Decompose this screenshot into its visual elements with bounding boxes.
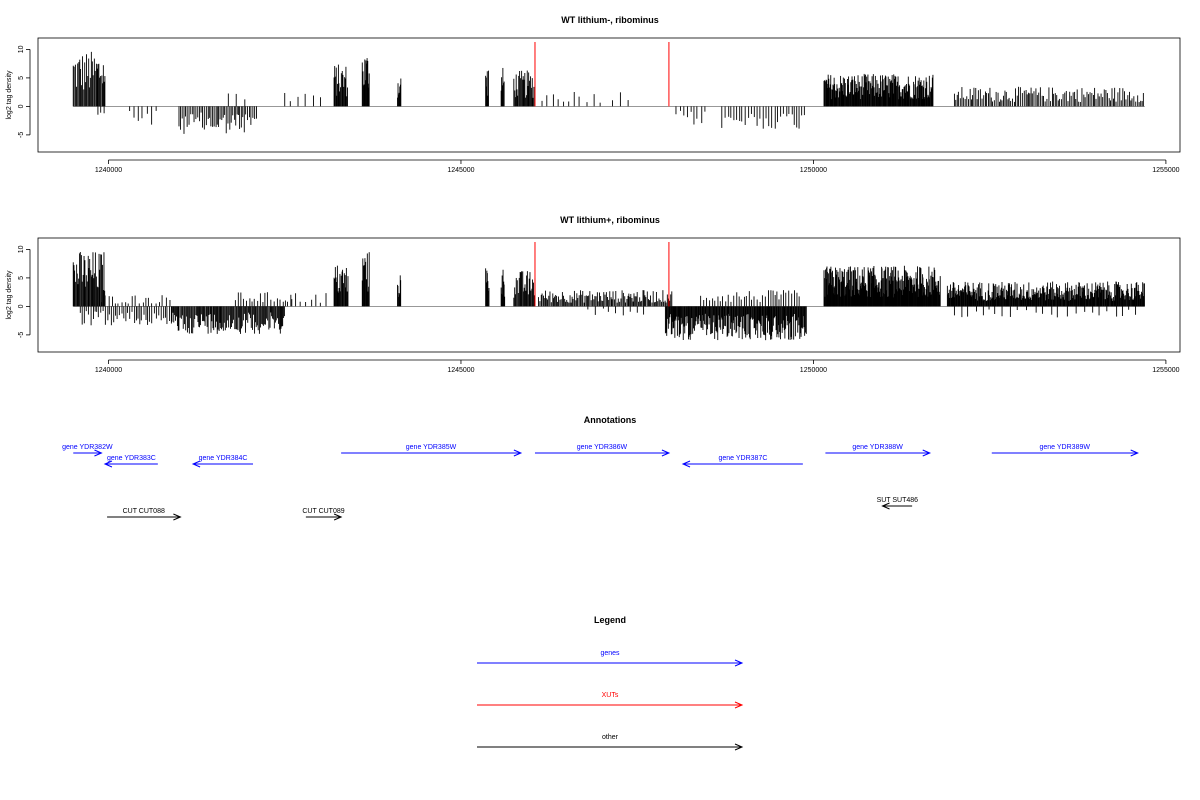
legend-label: XUTs xyxy=(602,692,619,699)
feature-arrowhead xyxy=(333,513,343,521)
feature-label: CUT CUT089 xyxy=(302,508,344,515)
annotation-feature: CUT CUT088 xyxy=(107,508,182,521)
annotation-feature: gene YDR387C xyxy=(681,455,803,468)
feature-label: gene YDR386W xyxy=(577,444,628,451)
y-tick-label: 5 xyxy=(18,276,25,280)
annotation-feature: gene YDR384C xyxy=(191,455,254,468)
density-bars xyxy=(72,51,1144,134)
x-tick-label: 1255000 xyxy=(1152,367,1179,374)
plot-frame xyxy=(37,237,1181,353)
y-tick-label: 0 xyxy=(18,304,25,308)
legend-arrowhead xyxy=(734,659,744,667)
feature-arrowhead xyxy=(513,449,523,457)
x-tick-label: 1255000 xyxy=(1152,167,1179,174)
annotations-title: Annotations xyxy=(584,415,637,425)
y-tick-label: -5 xyxy=(18,332,25,338)
x-tick-label: 1250000 xyxy=(800,367,827,374)
feature-arrowhead xyxy=(173,513,182,521)
y-tick-label: 5 xyxy=(18,76,25,80)
annotation-features: gene YDR382W gene YDR383C gene YDR384C gene… xyxy=(62,444,1139,521)
x-tick-label: 1240000 xyxy=(95,367,122,374)
legend-title: Legend xyxy=(594,615,626,625)
annotation-feature: CUT CUT089 xyxy=(302,508,345,521)
feature-label: gene YDR388W xyxy=(852,444,903,451)
density-panel-lithium-minus: WT lithium-, ribominus log2 tag density … xyxy=(6,15,1181,174)
legend-item-xuts: XUTs xyxy=(477,692,744,709)
y-axis-label: log2 tag density xyxy=(6,270,13,320)
x-tick-label: 1240000 xyxy=(95,167,122,174)
feature-label: gene YDR387C xyxy=(718,455,767,462)
feature-label: gene YDR382W xyxy=(62,444,113,451)
feature-arrowhead xyxy=(1130,449,1139,457)
annotation-feature: gene YDR389W xyxy=(991,444,1139,457)
feature-label: gene YDR383C xyxy=(107,455,156,462)
y-tick-label: -5 xyxy=(18,132,25,138)
panel-title: WT lithium-, ribominus xyxy=(561,15,659,25)
y-axis: -5 0 5 10 xyxy=(18,245,31,338)
annotation-feature: gene YDR385W xyxy=(341,444,523,457)
annotation-feature: gene YDR388W xyxy=(825,444,932,457)
xut-markers xyxy=(534,42,670,107)
x-tick-label: 1245000 xyxy=(447,367,474,374)
y-axis: -5 0 5 10 xyxy=(18,45,31,138)
y-tick-label: 10 xyxy=(18,245,25,253)
legend-arrowhead xyxy=(734,743,744,751)
feature-label: gene YDR384C xyxy=(199,455,248,462)
annotation-feature: SUT SUT486 xyxy=(877,497,919,510)
annotation-feature: gene YDR382W xyxy=(62,444,113,457)
annotation-feature: gene YDR386W xyxy=(534,444,671,457)
legend-items: genes XUTs other xyxy=(477,650,744,751)
y-tick-label: 0 xyxy=(18,104,25,108)
feature-label: CUT CUT088 xyxy=(123,508,165,515)
feature-arrowhead xyxy=(922,449,932,457)
legend-label: genes xyxy=(600,650,620,657)
annotation-feature: gene YDR383C xyxy=(103,455,158,468)
y-tick-label: 10 xyxy=(18,45,25,53)
feature-label: gene YDR385W xyxy=(406,444,457,451)
feature-arrowhead xyxy=(681,460,691,468)
x-axis: 1240000 1245000 1250000 1255000 xyxy=(95,159,1180,174)
plot-frame xyxy=(37,37,1181,153)
feature-arrowhead xyxy=(103,460,113,468)
feature-arrowhead xyxy=(661,449,671,457)
legend: Legend genes XUTs other xyxy=(477,615,744,751)
feature-label: SUT SUT486 xyxy=(877,497,919,504)
legend-item-genes: genes xyxy=(477,650,744,667)
density-bars xyxy=(72,252,1145,341)
legend-arrowhead xyxy=(734,701,744,709)
feature-arrowhead xyxy=(191,460,201,468)
feature-arrowhead xyxy=(94,449,103,457)
y-axis-label: log2 tag density xyxy=(6,70,13,120)
density-panel-lithium-plus: WT lithium+, ribominus log2 tag density … xyxy=(6,215,1181,374)
panel-title: WT lithium+, ribominus xyxy=(560,215,660,225)
legend-label: other xyxy=(602,734,619,741)
xut-markers xyxy=(534,242,670,307)
feature-arrowhead xyxy=(881,502,890,510)
feature-label: gene YDR389W xyxy=(1040,444,1091,451)
x-tick-label: 1245000 xyxy=(447,167,474,174)
x-axis: 1240000 1245000 1250000 1255000 xyxy=(95,359,1180,374)
x-tick-label: 1250000 xyxy=(800,167,827,174)
legend-item-other: other xyxy=(477,734,744,751)
